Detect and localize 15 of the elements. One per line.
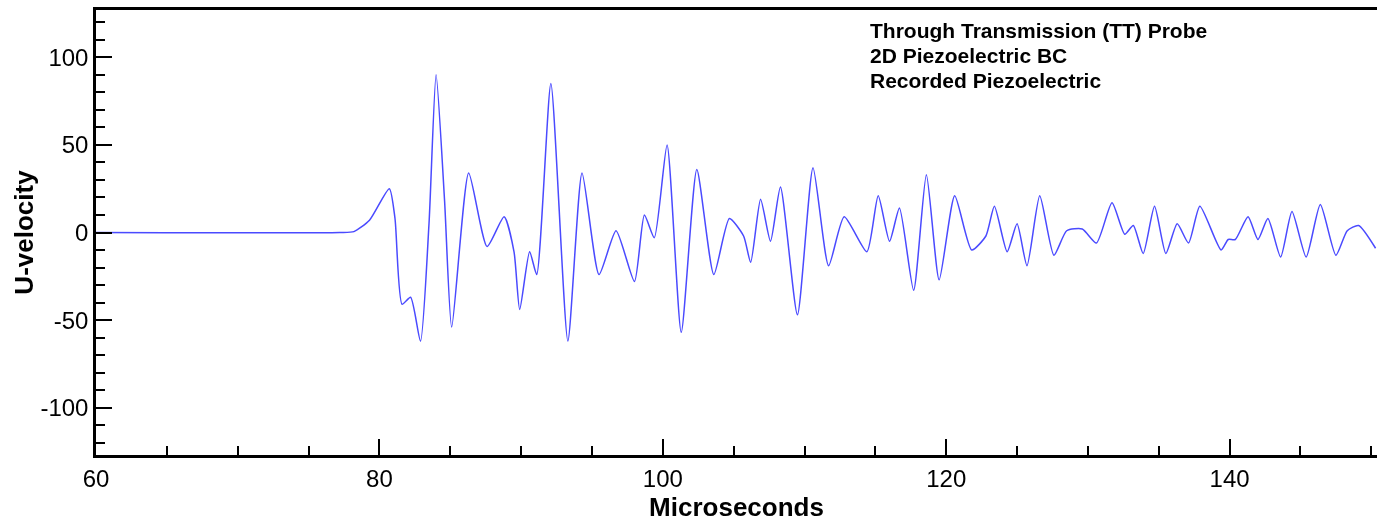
x-tick-label: 140 [1209,464,1250,492]
y-tick-label: 0 [75,218,89,246]
y-tick-label: 100 [48,43,89,71]
x-axis-title: Microseconds [649,491,824,522]
y-tick-label: 50 [61,131,89,159]
x-tick-label: 80 [366,464,393,492]
annotation: 2D Piezoelectric BC [870,44,1068,67]
x-tick-label: 120 [926,464,967,492]
x-tick-label: 60 [82,464,110,492]
y-tick-label: -100 [40,394,89,422]
y-axis-title: U-velocity [8,169,39,295]
y-tick-label: -50 [53,306,89,334]
annotation: Through Transmission (TT) Probe [870,19,1208,42]
annotation: Recorded Piezoelectric [870,69,1102,92]
x-tick-label: 100 [642,464,683,492]
